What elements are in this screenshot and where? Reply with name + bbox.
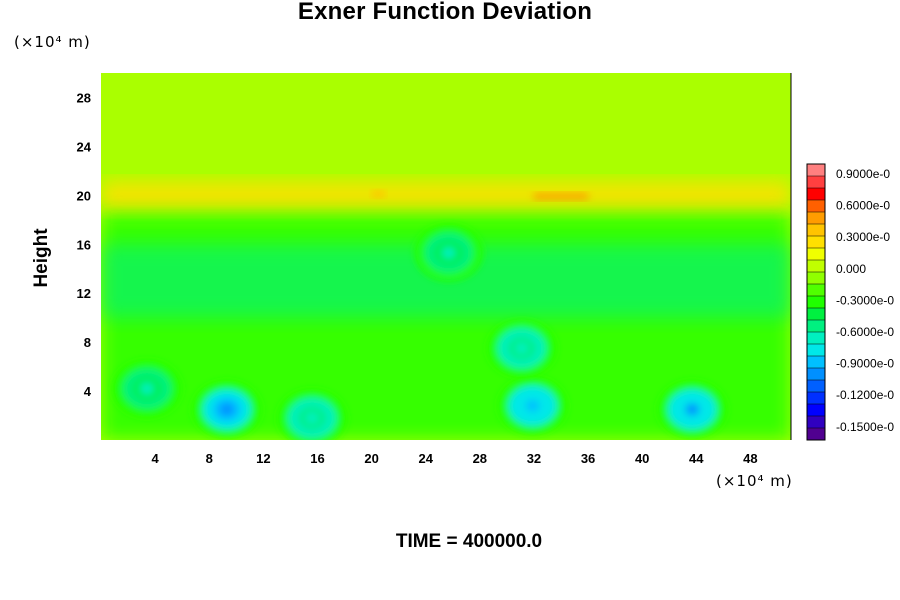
- x-tick-label: 44: [689, 451, 704, 466]
- colorbar-swatch: [807, 260, 825, 273]
- colorbar-frame: [806, 163, 826, 441]
- contour-low: [192, 381, 261, 438]
- contour-field: [101, 73, 791, 440]
- colorbar-label: -0.1500e-0: [836, 420, 894, 434]
- colorbar-swatch: [807, 344, 825, 357]
- colorbar-label: 0.9000e-0: [836, 167, 890, 181]
- x-axis-unit: (×10⁴ m): [716, 472, 793, 490]
- colorbar: 0.9000e-0 0.6000e-0 0.3000e-0 0.000 -0.3000e…: [806, 163, 894, 441]
- colorbar-swatch: [807, 212, 825, 225]
- x-tick-label: 40: [635, 451, 649, 466]
- colorbar-swatch: [807, 236, 825, 249]
- contour-warm-max: [371, 190, 386, 198]
- colorbar-label: -0.9000e-0: [836, 357, 894, 371]
- x-tick-label: 36: [581, 451, 595, 466]
- y-tick-label: 4: [84, 384, 92, 399]
- colorbar-label: 0.3000e-0: [836, 230, 890, 244]
- x-tick-labels: 4 8 12 16 20 24 28 32 36 40 44 48: [152, 451, 758, 466]
- colorbar-swatch: [807, 176, 825, 189]
- y-tick-label: 16: [77, 237, 91, 252]
- contour-low: [278, 389, 347, 440]
- colorbar-swatch: [807, 392, 825, 405]
- x-tick-label: 8: [206, 451, 213, 466]
- colorbar-swatch: [807, 428, 825, 441]
- contour-warm-max: [533, 192, 589, 201]
- contour-low: [487, 320, 556, 377]
- y-axis-unit: (×10⁴ m): [14, 33, 91, 51]
- colorbar-label: 0.6000e-0: [836, 199, 890, 213]
- colorbar-swatch: [807, 296, 825, 309]
- colorbar-swatch: [807, 332, 825, 345]
- time-label: TIME = 400000.0: [395, 531, 543, 552]
- colorbar-swatch: [807, 224, 825, 237]
- colorbar-swatch: [807, 248, 825, 261]
- contour-warm-band: [101, 180, 791, 213]
- colorbar-swatch: [807, 200, 825, 213]
- x-tick-label: 16: [310, 451, 324, 466]
- colorbar-swatch: [807, 308, 825, 321]
- contour-low: [113, 360, 181, 417]
- y-tick-label: 8: [84, 335, 91, 350]
- colorbar-swatch: [807, 368, 825, 381]
- colorbar-swatch: [807, 164, 825, 177]
- contour-low: [658, 381, 727, 438]
- colorbar-swatch: [807, 320, 825, 333]
- y-tick-label: 28: [77, 90, 91, 105]
- colorbar-label: -0.6000e-0: [836, 325, 894, 339]
- x-tick-label: 48: [743, 451, 757, 466]
- y-tick-labels: 4 8 12 16 20 24 28: [77, 90, 92, 399]
- colorbar-label: 0.000: [836, 262, 866, 276]
- y-tick-label: 12: [77, 286, 91, 301]
- colorbar-swatch: [807, 356, 825, 369]
- colorbar-swatch: [807, 380, 825, 393]
- colorbar-swatch: [807, 416, 825, 429]
- x-tick-label: 12: [256, 451, 270, 466]
- x-tick-label: 4: [152, 451, 160, 466]
- colorbar-swatch: [807, 284, 825, 297]
- colorbar-label: -0.3000e-0: [836, 293, 894, 307]
- contour-low: [498, 377, 567, 434]
- colorbar-swatch: [807, 404, 825, 417]
- x-tick-label: 20: [364, 451, 378, 466]
- chart-title: Exner Function Deviation: [297, 0, 593, 25]
- x-tick-label: 32: [527, 451, 541, 466]
- x-tick-label: 28: [473, 451, 487, 466]
- x-tick-label: 24: [418, 451, 433, 466]
- y-tick-label: 20: [77, 188, 91, 203]
- y-tick-label: 24: [77, 139, 92, 154]
- colorbar-label: -0.1200e-0: [836, 388, 894, 402]
- colorbar-swatch: [807, 188, 825, 201]
- colorbar-swatch: [807, 272, 825, 285]
- contour-low: [414, 224, 483, 281]
